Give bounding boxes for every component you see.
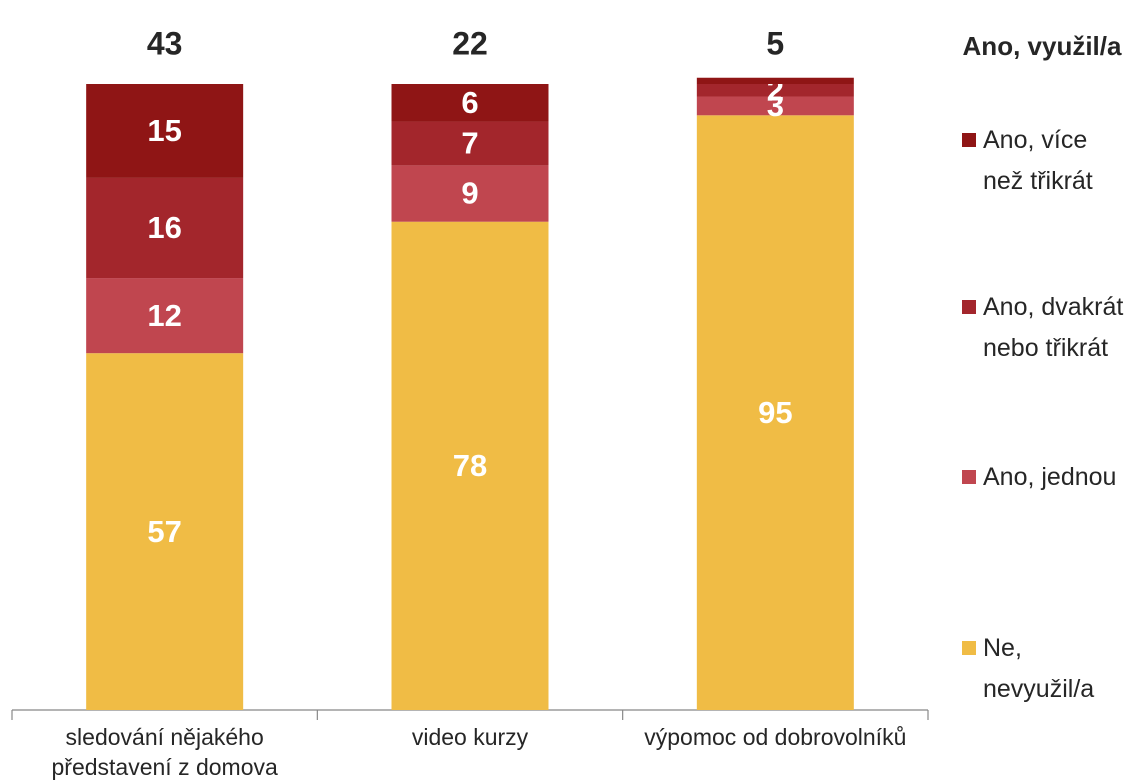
bar-segment [696,96,854,116]
legend-swatch [962,641,976,655]
bar-segment [696,84,854,97]
bar-segment [696,77,854,84]
legend-swatch [962,133,976,147]
legend-label: Ano, více než třikrát [983,126,1093,195]
data-label: 6 [461,85,478,120]
bar-segment [391,84,549,122]
bar-segment [391,221,549,710]
data-label: 78 [453,448,487,483]
data-label: 2 [767,72,784,107]
legend-title: Ano, využil/a [962,31,1122,61]
legend-label: Ne, nevyužil/a [983,634,1095,703]
x-tick-label: video kurzy [411,724,529,750]
data-label: 95 [758,395,792,430]
x-tick-label: sledování nějakého představení z domova [51,724,278,780]
data-label: 9 [461,176,478,211]
bar-segment [86,353,244,710]
bar-segment [391,121,549,166]
data-label: 12 [147,298,181,333]
data-label: 3 [767,88,784,123]
legend-label: Ano, jednou [983,463,1117,491]
legend-label: Ano, dvakrát nebo třikrát [983,293,1124,362]
bar-segment [86,84,244,178]
data-label: 7 [461,126,478,161]
data-label: 57 [147,514,181,549]
data-label: 16 [147,210,181,245]
total-label: 22 [452,25,488,61]
total-label: 5 [766,25,784,61]
x-tick-label: výpomoc od dobrovolníků [644,724,907,750]
data-label: 15 [147,113,181,148]
legend-swatch [962,470,976,484]
bar-segment [696,115,854,711]
legend-swatch [962,300,976,314]
bar-segment [391,165,549,222]
total-label: 43 [147,25,183,61]
bar-segment [86,278,244,354]
bar-segment [86,177,244,279]
